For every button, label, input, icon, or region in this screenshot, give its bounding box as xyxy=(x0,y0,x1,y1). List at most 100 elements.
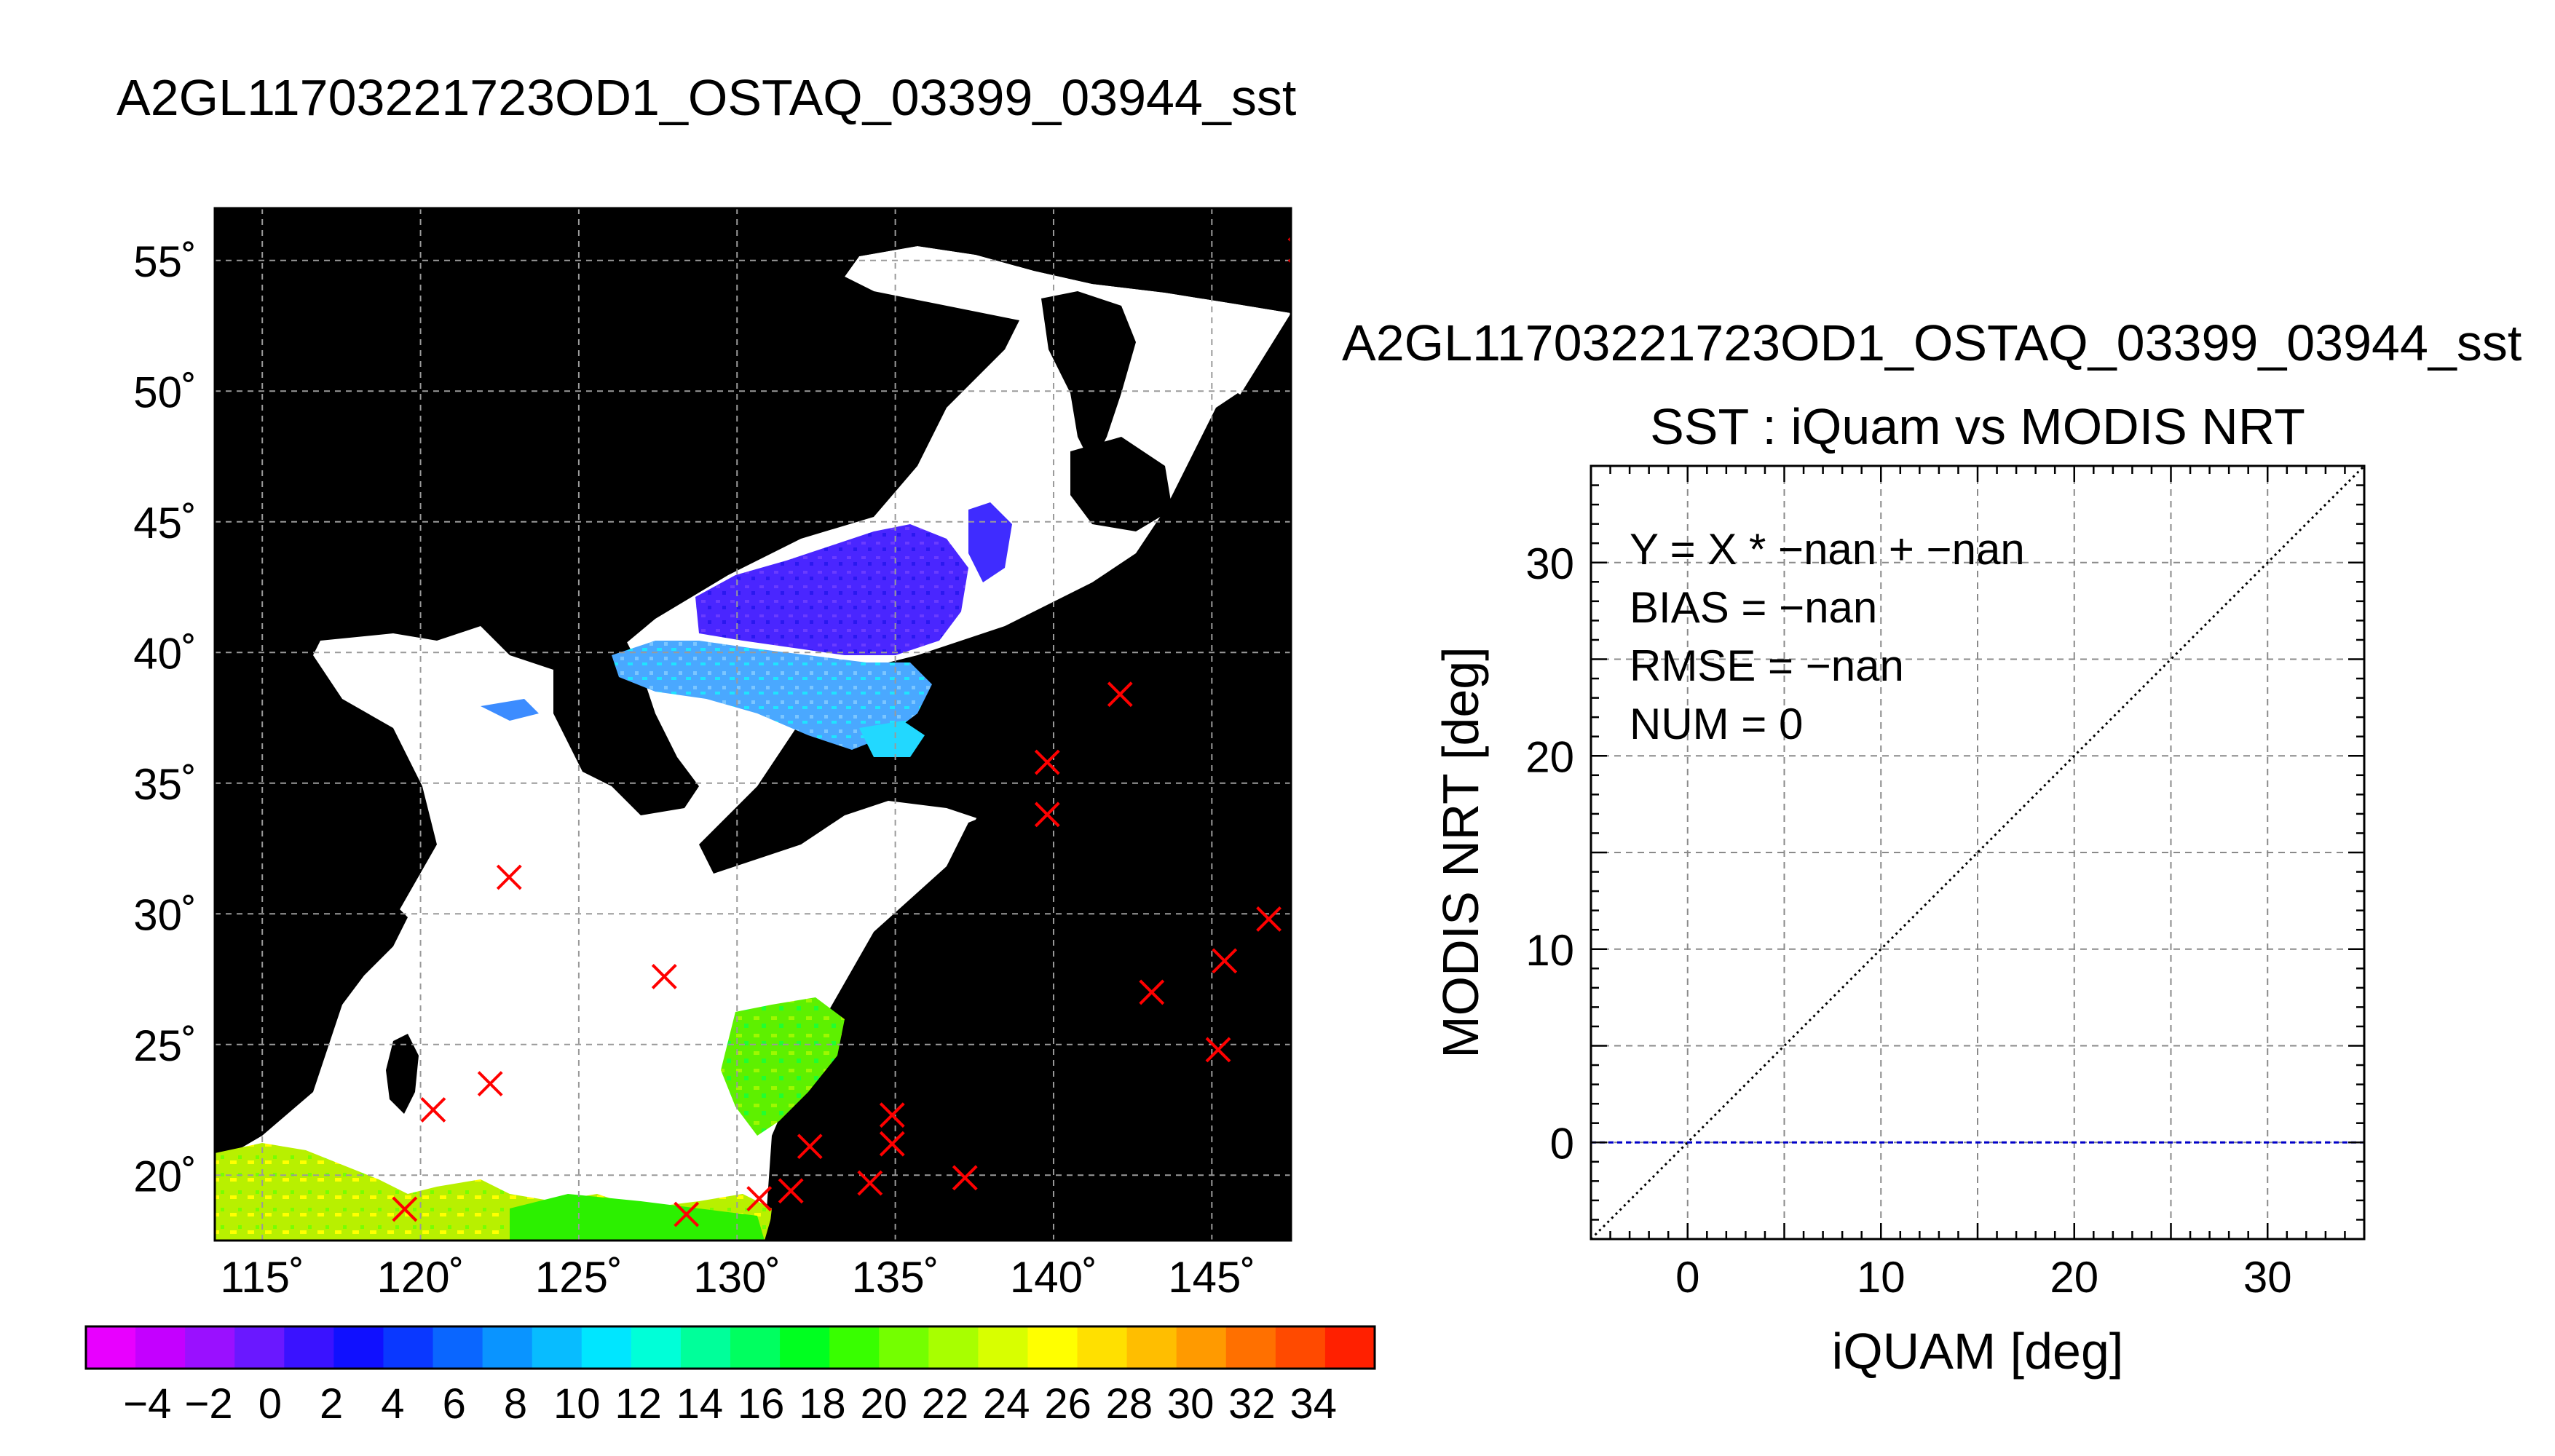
match-point-marker xyxy=(857,1170,883,1196)
scatter-stats-line: BIAS = −nan xyxy=(1630,583,1877,632)
colorbar-cell xyxy=(383,1326,434,1369)
match-point-marker xyxy=(746,1186,773,1211)
map-lon-tick-label: 130˚ xyxy=(693,1253,781,1302)
map-lon-tick-label: 125˚ xyxy=(535,1253,623,1302)
match-point-marker xyxy=(1139,979,1165,1005)
scatter-y-tick-label: 20 xyxy=(1525,732,1574,781)
colorbar-cell xyxy=(482,1326,533,1369)
colorbar-cell xyxy=(1324,1326,1375,1369)
map-image xyxy=(215,208,1291,1241)
map-lat-tick-label: 45˚ xyxy=(133,499,197,547)
sst-yellow-sea-blue xyxy=(481,699,539,721)
match-point-marker xyxy=(674,1201,700,1227)
colorbar-cell xyxy=(1225,1326,1276,1369)
map-frame xyxy=(213,207,1292,1242)
colorbar-tick-label: 28 xyxy=(1106,1380,1153,1428)
colorbar-cell xyxy=(433,1326,483,1369)
map-lon-tick-label: 145˚ xyxy=(1168,1253,1255,1302)
scatter-y-tick-label: 30 xyxy=(1525,539,1574,588)
match-point-marker xyxy=(477,1071,503,1097)
match-point-marker xyxy=(1256,906,1282,932)
map-panel: A2GL11703221723OD1_OSTAQ_03399_03944_sst xyxy=(117,69,1296,1302)
scatter-y-tick-labels: 0 10 20 30 xyxy=(1525,539,1574,1168)
scatter-title: SST : iQuam vs MODIS NRT xyxy=(1650,398,2305,455)
map-gridlines xyxy=(215,208,1291,1241)
map-lat-tick-label: 25˚ xyxy=(133,1021,197,1070)
map-lat-labels: 55˚ 50˚ 45˚ 40˚ 35˚ 30˚ 25˚ 20˚ xyxy=(133,237,197,1200)
satellite-swath xyxy=(215,246,1291,1241)
match-point-marker xyxy=(1107,681,1133,708)
scatter-x-tick-label: 20 xyxy=(2050,1253,2098,1302)
map-lat-tick-label: 30˚ xyxy=(133,890,197,939)
colorbar-cell xyxy=(730,1326,781,1369)
colorbar-tick-label: 4 xyxy=(381,1380,404,1428)
match-point-marker xyxy=(651,964,677,989)
colorbar-tick-label: 16 xyxy=(738,1380,785,1428)
colorbar: −4 −2 0 2 4 6 8 10 12 14 16 18 20 22 24 26 28 30 32 34 xyxy=(84,1325,1376,1428)
japan-island xyxy=(699,393,1282,874)
off-swath-southeast xyxy=(765,313,1291,1241)
colorbar-labels: −4 −2 0 2 4 6 8 10 12 14 16 18 20 22 24 26 28 30 32 34 xyxy=(123,1380,1337,1428)
colorbar-frame xyxy=(84,1325,1376,1370)
colorbar-tick-label: 34 xyxy=(1290,1380,1337,1428)
colorbar-tick-label: 18 xyxy=(799,1380,846,1428)
sst-japan-sea-cyan xyxy=(612,641,932,750)
scatter-gridlines xyxy=(1591,466,2364,1239)
scatter-x-tick-label: 0 xyxy=(1675,1253,1699,1302)
scatter-x-axis-label: iQUAM [deg] xyxy=(1832,1323,2124,1380)
match-point-marker xyxy=(392,1196,418,1222)
colorbar-cell xyxy=(532,1326,583,1369)
colorbar-tick-label: 8 xyxy=(504,1380,527,1428)
taiwan xyxy=(386,1034,419,1114)
match-point-marker xyxy=(797,1133,823,1160)
map-lat-tick-label: 35˚ xyxy=(133,760,197,809)
colorbar-cell xyxy=(135,1326,186,1369)
scatter-suptitle: A2GL11703221723OD1_OSTAQ_03399_03944_sst xyxy=(1342,314,2522,371)
match-point-marker xyxy=(1287,237,1291,263)
scatter-stats: Y = X * −nan + −nan BIAS = −nan RMSE = −na… xyxy=(1630,525,2025,748)
scatter-x-tick-label: 30 xyxy=(2243,1253,2292,1302)
sst-bottom-green xyxy=(510,1194,765,1241)
colorbar-cell xyxy=(680,1326,731,1369)
match-point-marker xyxy=(1212,948,1238,974)
scatter-stats-line: NUM = 0 xyxy=(1630,700,1803,748)
colorbar-tick-label: 22 xyxy=(922,1380,969,1428)
match-point-marker xyxy=(879,1131,905,1157)
colorbar-tick-label: −2 xyxy=(185,1380,233,1428)
colorbar-tick-label: 26 xyxy=(1044,1380,1091,1428)
colorbar-cell xyxy=(829,1326,880,1369)
scatter-panel: A2GL11703221723OD1_OSTAQ_03399_03944_sst… xyxy=(1342,314,2522,1380)
colorbar-tick-label: 6 xyxy=(443,1380,466,1428)
match-point-marker xyxy=(1205,1037,1231,1063)
sakhalin-hokkaido xyxy=(1041,291,1172,531)
map-lat-tick-label: 20˚ xyxy=(133,1152,197,1200)
sst-japan-sea-purple xyxy=(695,524,968,655)
map-markers xyxy=(392,237,1291,1227)
off-swath-northwest xyxy=(215,208,1291,495)
colorbar-tick-label: 30 xyxy=(1167,1380,1215,1428)
colorbar-tick-label: 2 xyxy=(320,1380,343,1428)
map-lat-tick-label: 55˚ xyxy=(133,237,197,286)
match-point-marker xyxy=(952,1165,978,1191)
map-lon-tick-label: 115˚ xyxy=(220,1253,304,1302)
match-point-marker xyxy=(778,1178,804,1204)
scatter-y-tick-label: 10 xyxy=(1525,926,1574,975)
colorbar-tick-label: 24 xyxy=(983,1380,1030,1428)
match-point-marker xyxy=(879,1102,905,1128)
sst-cyan-coast xyxy=(859,721,925,757)
colorbar-cell xyxy=(185,1326,235,1369)
colorbar-tick-label: 10 xyxy=(553,1380,601,1428)
colorbar-cell xyxy=(1126,1326,1177,1369)
scatter-x-tick-labels: 0 10 20 30 xyxy=(1675,1253,2292,1302)
scatter-stats-line: Y = X * −nan + −nan xyxy=(1630,525,2025,574)
colorbar-cell xyxy=(1077,1326,1128,1369)
map-lat-tick-label: 40˚ xyxy=(133,629,197,678)
map-lon-tick-label: 135˚ xyxy=(852,1253,939,1302)
scatter-series xyxy=(1591,466,2364,1239)
colorbar-tick-label: 14 xyxy=(676,1380,724,1428)
colorbar-cells xyxy=(86,1326,1375,1369)
match-point-marker xyxy=(420,1097,446,1123)
match-point-marker xyxy=(1034,749,1060,775)
colorbar-cell xyxy=(928,1326,979,1369)
